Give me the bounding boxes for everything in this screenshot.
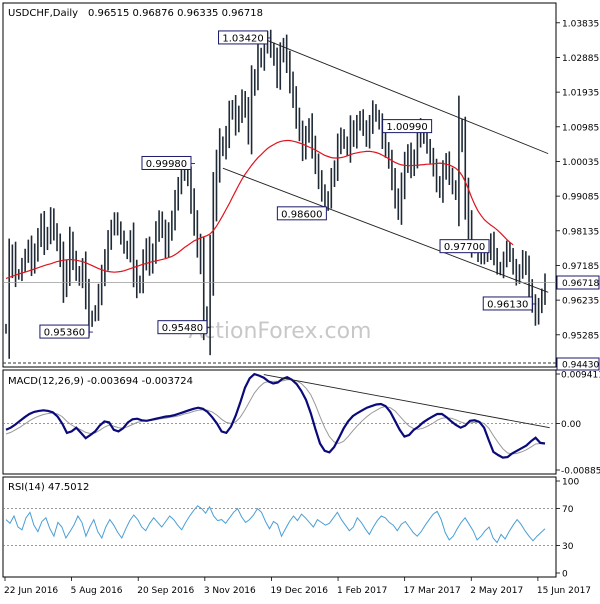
- moving-average-line: [5, 139, 514, 279]
- macd-title: MACD(12,26,9) -0.003694 -0.003724: [8, 376, 193, 387]
- price-label: 0.96130: [487, 299, 528, 310]
- trend-line: [222, 167, 549, 293]
- rsi-y-tick-label: 0: [562, 570, 568, 580]
- x-tick-label: 2 May 2017: [470, 586, 523, 596]
- price-label-box: [157, 320, 208, 335]
- rsi-line: [5, 505, 546, 544]
- price-layer: 1.03420 0.99980 0.98600 1.00990 0.97700 0.961…: [3, 29, 556, 364]
- price-label-box: [382, 119, 433, 134]
- price-y-tick-label: 0.99085: [562, 193, 599, 203]
- price-label-box: [276, 206, 327, 221]
- x-tick-label: 17 Mar 2017: [404, 586, 461, 596]
- macd-y-tick-label: -0.008852: [561, 467, 600, 477]
- price-label-box: [439, 239, 490, 254]
- macd-y-tick-label: 0.009411: [561, 370, 600, 380]
- price-y-tick-label: 1.00985: [562, 123, 599, 133]
- x-tick-label: 5 Aug 2016: [71, 586, 123, 596]
- price-label: 1.00990: [386, 122, 427, 133]
- x-tick-label: 20 Sep 2016: [137, 586, 194, 596]
- price-label: 0.99980: [146, 159, 187, 170]
- price-label-box: [141, 155, 192, 170]
- macd-trend-line: [263, 374, 550, 429]
- macd-y-tick-label: 0.00: [561, 420, 581, 430]
- macd-signal-line: [5, 379, 545, 455]
- macd-line: [5, 372, 546, 459]
- x-tick-label: 3 Nov 2016: [204, 586, 256, 596]
- axis-layer: 1.03835 1.02885 1.01935 1.00985 1.00035 0.990…: [4, 19, 600, 596]
- price-y-tick-label: 1.01935: [562, 89, 599, 99]
- rsi-layer: [3, 505, 556, 546]
- watermark: ActionForex.com: [189, 319, 372, 344]
- current-price-label: 0.96718: [562, 279, 599, 289]
- support-level-label: 0.94430: [562, 361, 599, 371]
- price-label: 0.97700: [444, 242, 485, 253]
- price-y-tick-label: 1.03835: [562, 19, 599, 29]
- rsi-y-tick-label: 30: [562, 542, 574, 552]
- trend-line: [260, 37, 549, 155]
- price-label: 0.95360: [44, 328, 85, 339]
- rsi-panel-frame: [2, 476, 557, 578]
- price-y-tick-label: 1.00035: [562, 158, 599, 168]
- support-level-tag: [556, 357, 600, 371]
- price-y-tick-label: 0.96235: [562, 297, 599, 307]
- current-price-tag: [556, 275, 600, 290]
- price-y-tick-label: 0.95285: [562, 331, 599, 341]
- x-tick-label: 15 Jun 2017: [537, 586, 591, 596]
- price-label-box: [39, 324, 90, 339]
- x-tick-label: 1 Feb 2017: [337, 586, 387, 596]
- macd-layer: [3, 372, 556, 459]
- header-symbol: USDCHF,Daily: [8, 8, 78, 19]
- price-label-box: [218, 30, 269, 45]
- price-y-tick-label: 0.98135: [562, 227, 599, 237]
- price-label: 0.95480: [162, 323, 203, 334]
- price-label: 1.03420: [222, 33, 263, 44]
- rsi-y-tick-label: 70: [562, 505, 574, 515]
- rsi-title: RSI(14) 47.5012: [8, 482, 89, 493]
- header-ohlc: 0.96515 0.96876 0.96335 0.96718: [88, 8, 263, 19]
- x-tick-label: 19 Dec 2016: [270, 586, 328, 596]
- price-label-box: [482, 296, 533, 311]
- price-y-tick-label: 0.97185: [562, 262, 599, 272]
- macd-panel-frame: [2, 369, 557, 475]
- price-label: 0.98600: [281, 209, 322, 220]
- x-tick-label: 22 Jun 2016: [4, 586, 58, 596]
- rsi-y-tick-label: 100: [562, 478, 579, 488]
- price-y-tick-label: 1.02885: [562, 54, 599, 64]
